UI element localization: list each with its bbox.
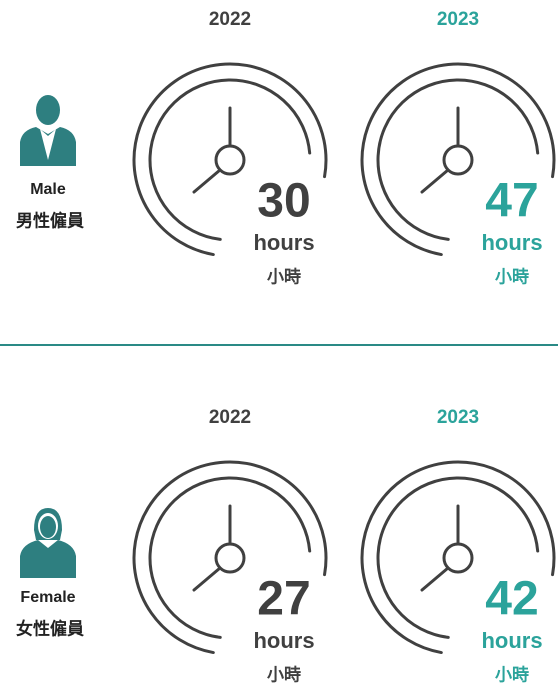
person-label-zh: 男性僱員	[16, 210, 84, 230]
hours-unit-zh: 小時	[495, 664, 529, 684]
hours-unit: hours	[481, 628, 542, 653]
hours-unit: hours	[253, 628, 314, 653]
year-label: 2023	[437, 407, 479, 428]
hours-unit-zh: 小時	[267, 266, 301, 286]
clock-inner	[376, 78, 540, 241]
hours-value: 47	[485, 175, 538, 228]
clock-inner	[148, 78, 312, 241]
clock-icon	[360, 62, 556, 257]
hours-value: 42	[485, 573, 538, 626]
clock-hand	[420, 168, 450, 194]
year-label: 2022	[209, 407, 251, 428]
clock-center	[214, 542, 246, 574]
person-label: Female	[20, 589, 75, 606]
hours-unit-zh: 小時	[495, 266, 529, 286]
person-label-zh: 女性僱員	[16, 618, 84, 638]
clock-inner	[376, 476, 540, 639]
clock-inner	[148, 476, 312, 639]
clock-center	[442, 144, 474, 176]
hours-unit-zh: 小時	[267, 664, 301, 684]
clock-outer	[132, 62, 328, 257]
person-label: Male	[30, 181, 66, 198]
clock-outer	[360, 62, 556, 257]
clock-icon	[360, 460, 556, 655]
clock-center	[214, 144, 246, 176]
clock-outer	[132, 460, 328, 655]
clock-hand	[420, 566, 450, 592]
year-label: 2023	[437, 9, 479, 30]
hours-value: 30	[257, 175, 310, 228]
clock-outer	[360, 460, 556, 655]
hours-value: 27	[257, 573, 310, 626]
female-icon	[20, 508, 76, 578]
clock-icon	[132, 62, 328, 257]
clock-hand	[192, 168, 222, 194]
hours-unit: hours	[481, 230, 542, 255]
clock-hand	[192, 566, 222, 592]
hours-unit: hours	[253, 230, 314, 255]
clock-center	[442, 542, 474, 574]
year-label: 2022	[209, 9, 251, 30]
clock-icon	[132, 460, 328, 655]
male-icon	[20, 95, 76, 166]
